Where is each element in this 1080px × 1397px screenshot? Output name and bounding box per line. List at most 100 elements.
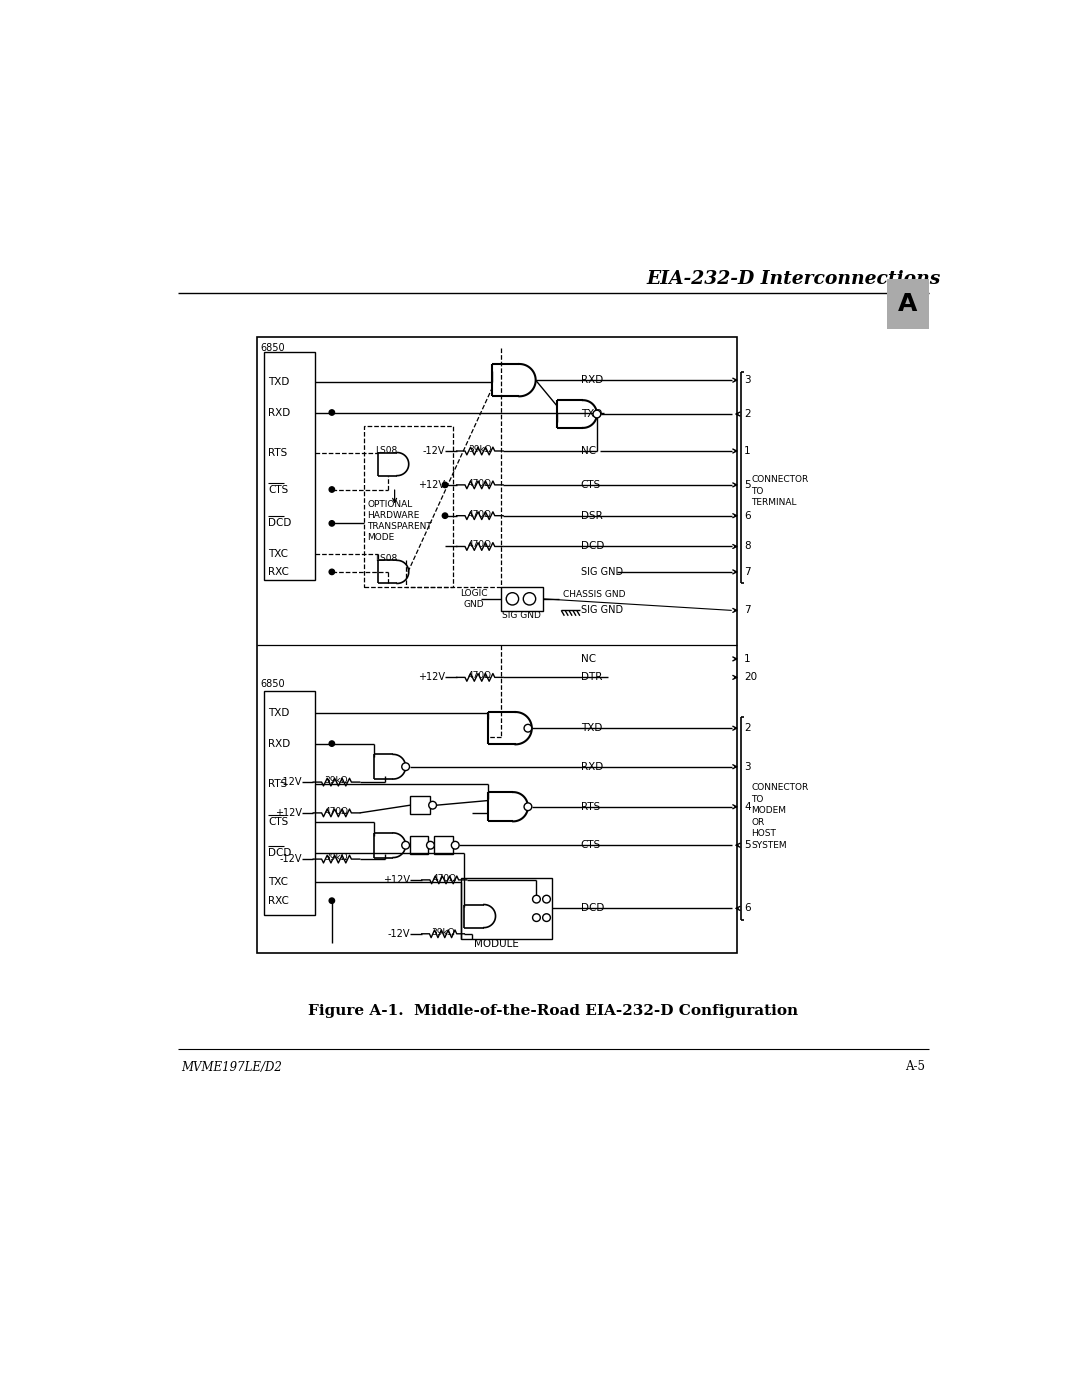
Text: DCD: DCD xyxy=(268,518,292,528)
Text: 39kΩ: 39kΩ xyxy=(325,775,348,785)
Text: MODE: MODE xyxy=(367,532,395,542)
Text: 8: 8 xyxy=(744,542,751,552)
Text: 470Ω: 470Ω xyxy=(468,510,491,518)
Circle shape xyxy=(524,725,531,732)
Text: DCD: DCD xyxy=(268,848,292,858)
Text: DCD: DCD xyxy=(581,542,604,552)
Text: TO: TO xyxy=(751,486,764,496)
Text: 6850: 6850 xyxy=(260,679,285,689)
Text: OPTIONAL: OPTIONAL xyxy=(367,500,413,510)
Text: 5: 5 xyxy=(744,840,751,851)
Circle shape xyxy=(427,841,434,849)
Text: -12V: -12V xyxy=(279,854,301,865)
Circle shape xyxy=(429,802,436,809)
Text: -12V: -12V xyxy=(422,446,445,455)
Bar xyxy=(410,796,430,814)
Text: 2: 2 xyxy=(744,409,751,419)
Text: -12V: -12V xyxy=(279,777,301,787)
Text: DTR: DTR xyxy=(581,672,602,682)
Text: 6850: 6850 xyxy=(260,342,285,353)
Text: 6: 6 xyxy=(744,904,751,914)
Bar xyxy=(364,426,453,587)
Text: EIA-232-D Interconnections: EIA-232-D Interconnections xyxy=(647,270,941,288)
Bar xyxy=(887,279,930,330)
Text: 470Ω: 470Ω xyxy=(468,479,491,488)
Circle shape xyxy=(532,895,540,902)
Text: 39kΩ: 39kΩ xyxy=(468,444,491,454)
Circle shape xyxy=(329,569,335,574)
Text: LS08: LS08 xyxy=(375,446,397,455)
Text: NC: NC xyxy=(581,654,596,664)
Text: HARDWARE: HARDWARE xyxy=(367,511,420,520)
Text: RXD: RXD xyxy=(268,739,291,749)
Bar xyxy=(434,835,453,855)
Text: 1: 1 xyxy=(744,654,751,664)
Text: OR: OR xyxy=(751,817,765,827)
Circle shape xyxy=(329,521,335,527)
Circle shape xyxy=(532,914,540,922)
Text: 6: 6 xyxy=(744,511,751,521)
Text: RXD: RXD xyxy=(268,408,291,418)
Circle shape xyxy=(507,592,518,605)
Text: TERMINAL: TERMINAL xyxy=(751,499,797,507)
Text: SIG GND: SIG GND xyxy=(502,612,541,620)
Text: TO: TO xyxy=(751,795,764,803)
Text: TXD: TXD xyxy=(268,377,289,387)
Text: TXC: TXC xyxy=(268,549,288,559)
Text: SIG GND: SIG GND xyxy=(581,567,623,577)
Text: 39kΩ: 39kΩ xyxy=(325,854,348,862)
Text: TRANSPARENT: TRANSPARENT xyxy=(367,522,432,531)
Text: Figure A-1.  Middle-of-the-Road EIA-232-D Configuration: Figure A-1. Middle-of-the-Road EIA-232-D… xyxy=(309,1004,798,1018)
Text: TXD: TXD xyxy=(581,409,602,419)
Text: A-5: A-5 xyxy=(905,1060,926,1073)
Text: MODULE: MODULE xyxy=(474,939,519,949)
Text: CONNECTOR: CONNECTOR xyxy=(751,782,808,792)
Text: SYSTEM: SYSTEM xyxy=(751,841,786,849)
Circle shape xyxy=(329,409,335,415)
Text: RXD: RXD xyxy=(581,761,603,771)
Bar xyxy=(409,835,428,855)
Text: +12V: +12V xyxy=(383,875,410,884)
Text: HOST: HOST xyxy=(751,830,777,838)
Bar xyxy=(460,877,552,939)
Text: 470Ω: 470Ω xyxy=(468,541,491,549)
Circle shape xyxy=(329,898,335,904)
Text: MVME197LE/D2: MVME197LE/D2 xyxy=(181,1060,282,1073)
Text: 2: 2 xyxy=(744,724,751,733)
Text: CTS: CTS xyxy=(581,481,600,490)
Text: 470Ω: 470Ω xyxy=(432,873,456,883)
Text: +12V: +12V xyxy=(274,807,301,817)
Circle shape xyxy=(443,482,448,488)
Text: 7: 7 xyxy=(744,605,751,616)
Text: LS08: LS08 xyxy=(375,553,397,563)
Text: RXC: RXC xyxy=(268,567,289,577)
Bar xyxy=(265,692,314,915)
Text: 470Ω: 470Ω xyxy=(468,671,491,680)
Text: 3: 3 xyxy=(744,376,751,386)
Text: TXC: TXC xyxy=(268,877,288,887)
Circle shape xyxy=(593,411,600,418)
Text: +12V: +12V xyxy=(418,481,445,490)
Text: CHASSIS GND: CHASSIS GND xyxy=(563,591,625,599)
Text: DCD: DCD xyxy=(581,904,604,914)
Circle shape xyxy=(542,895,551,902)
Text: LOGIC
GND: LOGIC GND xyxy=(460,590,487,609)
Text: 39kΩ: 39kΩ xyxy=(431,928,455,936)
Text: 3: 3 xyxy=(744,761,751,771)
Bar xyxy=(257,337,738,953)
Text: MODEM: MODEM xyxy=(751,806,786,814)
Text: RTS: RTS xyxy=(581,802,599,812)
Text: -12V: -12V xyxy=(388,929,410,939)
Text: DSR: DSR xyxy=(581,511,603,521)
Text: CONNECTOR: CONNECTOR xyxy=(751,475,808,483)
Text: A: A xyxy=(897,292,917,316)
Text: +12V: +12V xyxy=(418,672,445,682)
Text: RTS: RTS xyxy=(268,447,287,458)
Text: 1: 1 xyxy=(744,446,751,455)
Bar xyxy=(501,587,543,610)
Text: 470Ω: 470Ω xyxy=(325,806,349,816)
Circle shape xyxy=(451,841,459,849)
Circle shape xyxy=(542,914,551,922)
Circle shape xyxy=(329,486,335,492)
Text: 20: 20 xyxy=(744,672,757,682)
